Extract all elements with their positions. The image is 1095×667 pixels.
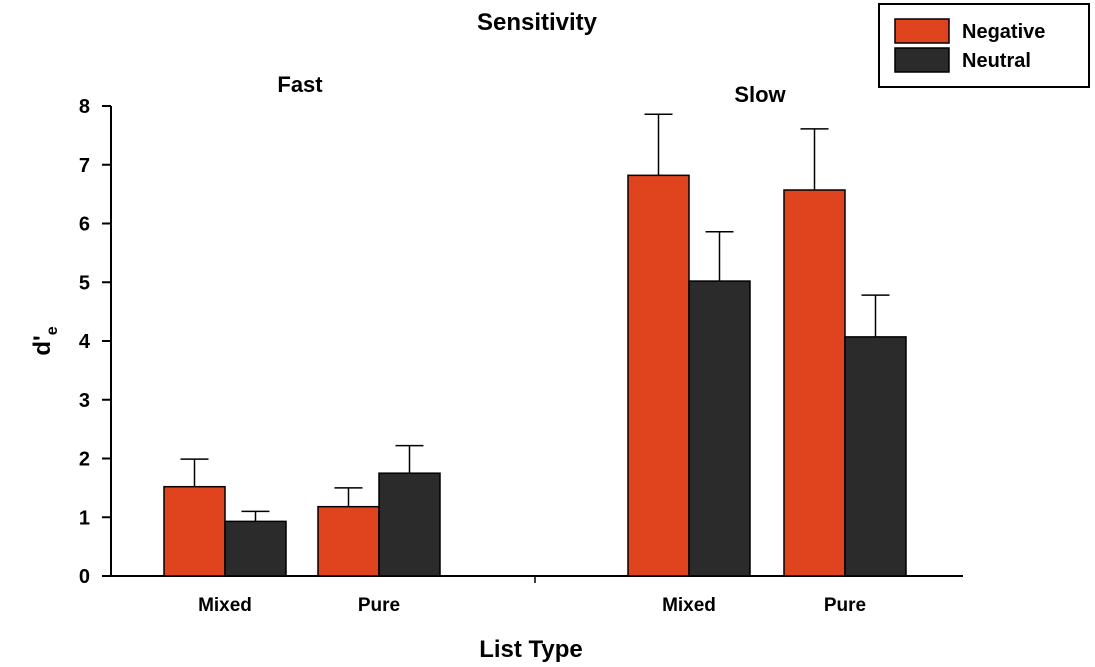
legend: Negative Neutral	[878, 3, 1090, 88]
bar-neutral	[844, 336, 907, 577]
y-tick-label: 0	[79, 566, 90, 588]
y-tick-label: 2	[79, 449, 90, 471]
y-tick-label: 5	[79, 272, 90, 294]
bar-neutral	[224, 520, 287, 577]
legend-label-negative: Negative	[962, 21, 1045, 43]
y-tick-label: 7	[79, 155, 90, 177]
bar-negative	[783, 189, 846, 577]
bar-negative	[627, 174, 690, 577]
legend-label-neutral: Neutral	[962, 50, 1031, 72]
y-axis-title-main: d'	[29, 335, 56, 355]
y-tick-label: 8	[79, 96, 90, 118]
bar-negative	[317, 505, 380, 577]
legend-frame	[878, 3, 1090, 88]
x-tick-label: Pure	[824, 595, 866, 616]
chart-title: Sensitivity	[477, 9, 598, 36]
y-tick-label: 1	[79, 507, 90, 529]
group-label: Fast	[277, 72, 323, 97]
x-axis-title: List Type	[479, 636, 583, 663]
x-tick-label: Mixed	[662, 595, 716, 616]
y-tick-label: 6	[79, 214, 90, 236]
legend-swatch-negative	[894, 18, 950, 44]
y-axis-title: d'e	[29, 326, 61, 355]
legend-swatch-neutral	[894, 47, 950, 73]
x-tick-label: Mixed	[198, 595, 252, 616]
bar-negative	[163, 485, 226, 577]
bar-neutral	[688, 280, 751, 577]
y-tick-label: 3	[79, 390, 90, 412]
bar-neutral	[378, 472, 441, 577]
group-label: Slow	[734, 82, 786, 107]
y-axis-title-subscript: e	[44, 326, 61, 335]
y-axis-label: d'e	[29, 326, 61, 355]
y-tick-label: 4	[79, 331, 91, 353]
x-tick-label: Pure	[358, 595, 400, 616]
plot-area: 0 1 2 3 4 5 6 7 8 Fast Mixed Pure Slow Mixed Pure	[79, 72, 963, 616]
